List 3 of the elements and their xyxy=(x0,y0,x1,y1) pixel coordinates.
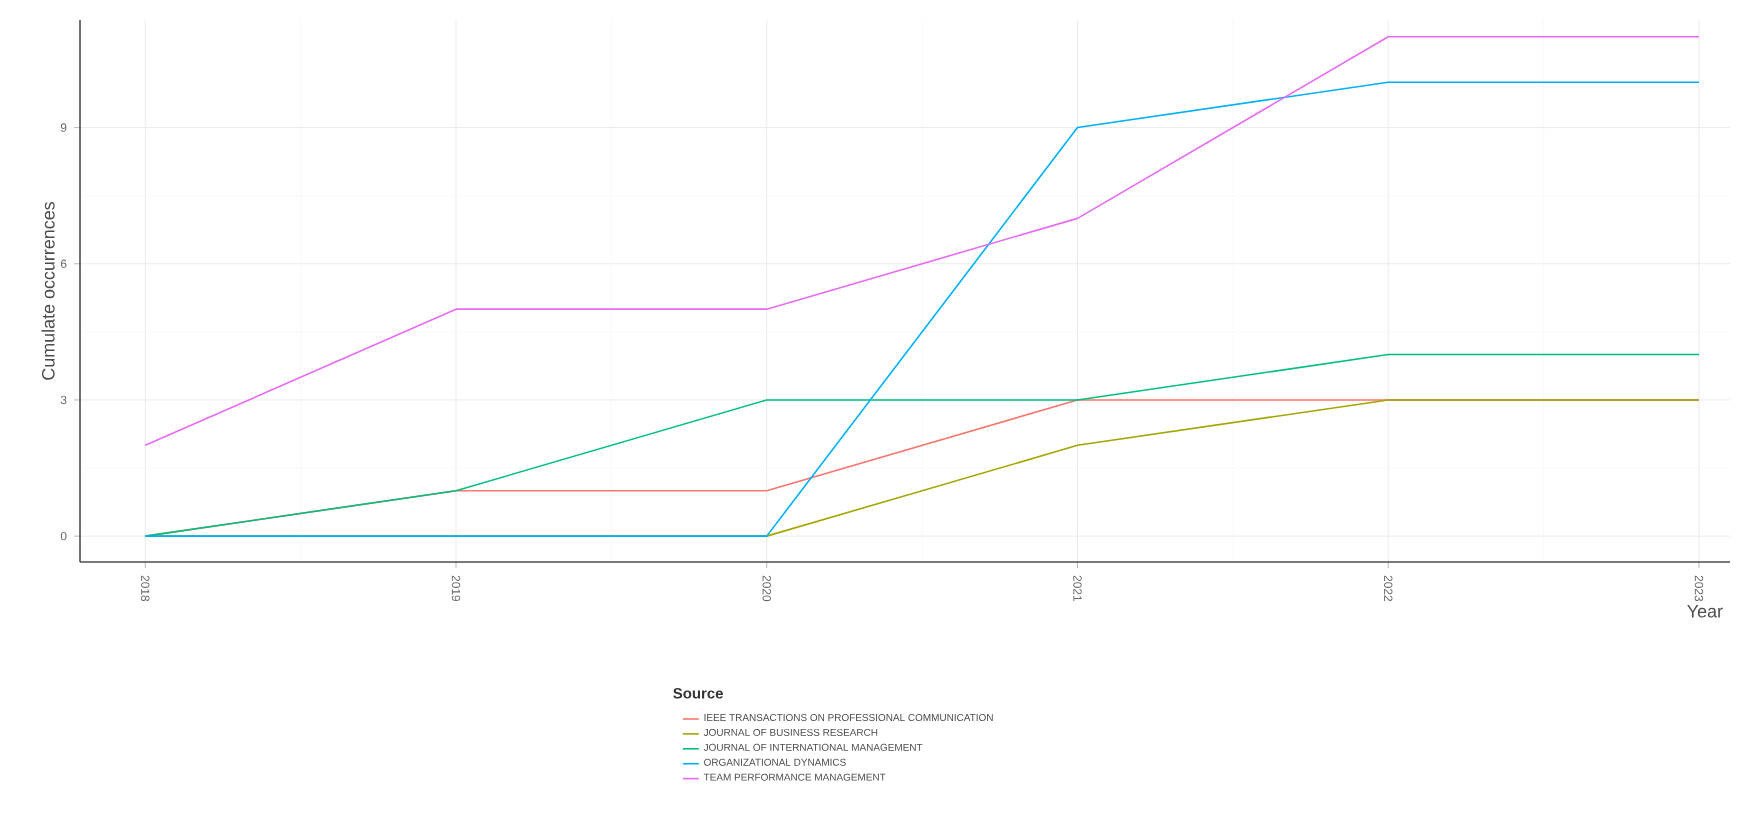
y-axis-title: Cumulate occurrences xyxy=(41,201,55,380)
line-series xyxy=(144,36,1700,447)
x-axis-title: Year xyxy=(1687,605,1723,618)
